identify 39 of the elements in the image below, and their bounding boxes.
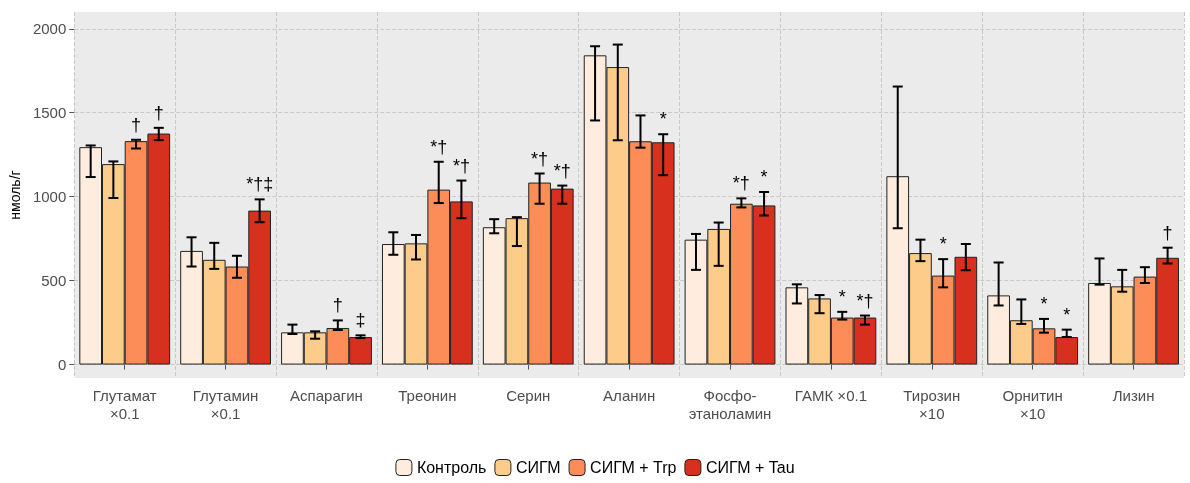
y-tick-label: 1000 [32, 188, 67, 206]
data-label: * [1063, 304, 1071, 325]
data-label: * [659, 109, 667, 130]
data-label: ‡ [355, 310, 366, 331]
data-label: *† [531, 148, 549, 169]
data-label: *† [553, 160, 571, 181]
x-tick-label: Аспарагин [290, 386, 363, 404]
data-label: *†‡ [246, 174, 274, 195]
legend-label: СИГМ + Trp [590, 459, 677, 476]
data-label: † [131, 114, 142, 135]
data-label: † [153, 102, 164, 123]
x-tick-label: Аланин [603, 386, 656, 404]
data-label: * [838, 286, 846, 307]
x-tick-label: Серин [506, 386, 551, 404]
y-tick-label: 2000 [32, 20, 67, 38]
y-axis-title: нмоль/г [7, 170, 23, 220]
data-label: † [1162, 222, 1173, 243]
data-label: *† [430, 136, 448, 157]
data-label: *† [452, 155, 470, 176]
data-label: † [332, 295, 343, 316]
y-tick-label: 1500 [32, 104, 67, 122]
legend-label: СИГМ + Tau [705, 459, 795, 476]
x-tick-label: Глутамин ×0.1 [192, 386, 259, 422]
data-label: *† [856, 290, 874, 311]
x-tick-label: Треонин [398, 386, 457, 404]
y-tick-label: 500 [41, 272, 67, 290]
data-label: * [1040, 293, 1048, 314]
legend-label: СИГМ [515, 459, 561, 476]
data-label: * [939, 234, 947, 255]
x-tick-label: Орнитин ×10 [1002, 386, 1063, 422]
x-tick-label: ГАМК ×0.1 [794, 386, 867, 404]
legend-label: Контроль [416, 459, 487, 476]
data-label: * [760, 166, 768, 187]
data-label: *† [732, 173, 750, 194]
x-tick-label: Тирозин ×10 [903, 386, 961, 422]
x-tick-label: Фосфо- этаноламин [688, 386, 772, 422]
x-tick-label: Лизин [1112, 386, 1155, 404]
y-tick-label: 0 [57, 356, 67, 374]
x-tick-label: Глутамат ×0.1 [92, 386, 157, 422]
